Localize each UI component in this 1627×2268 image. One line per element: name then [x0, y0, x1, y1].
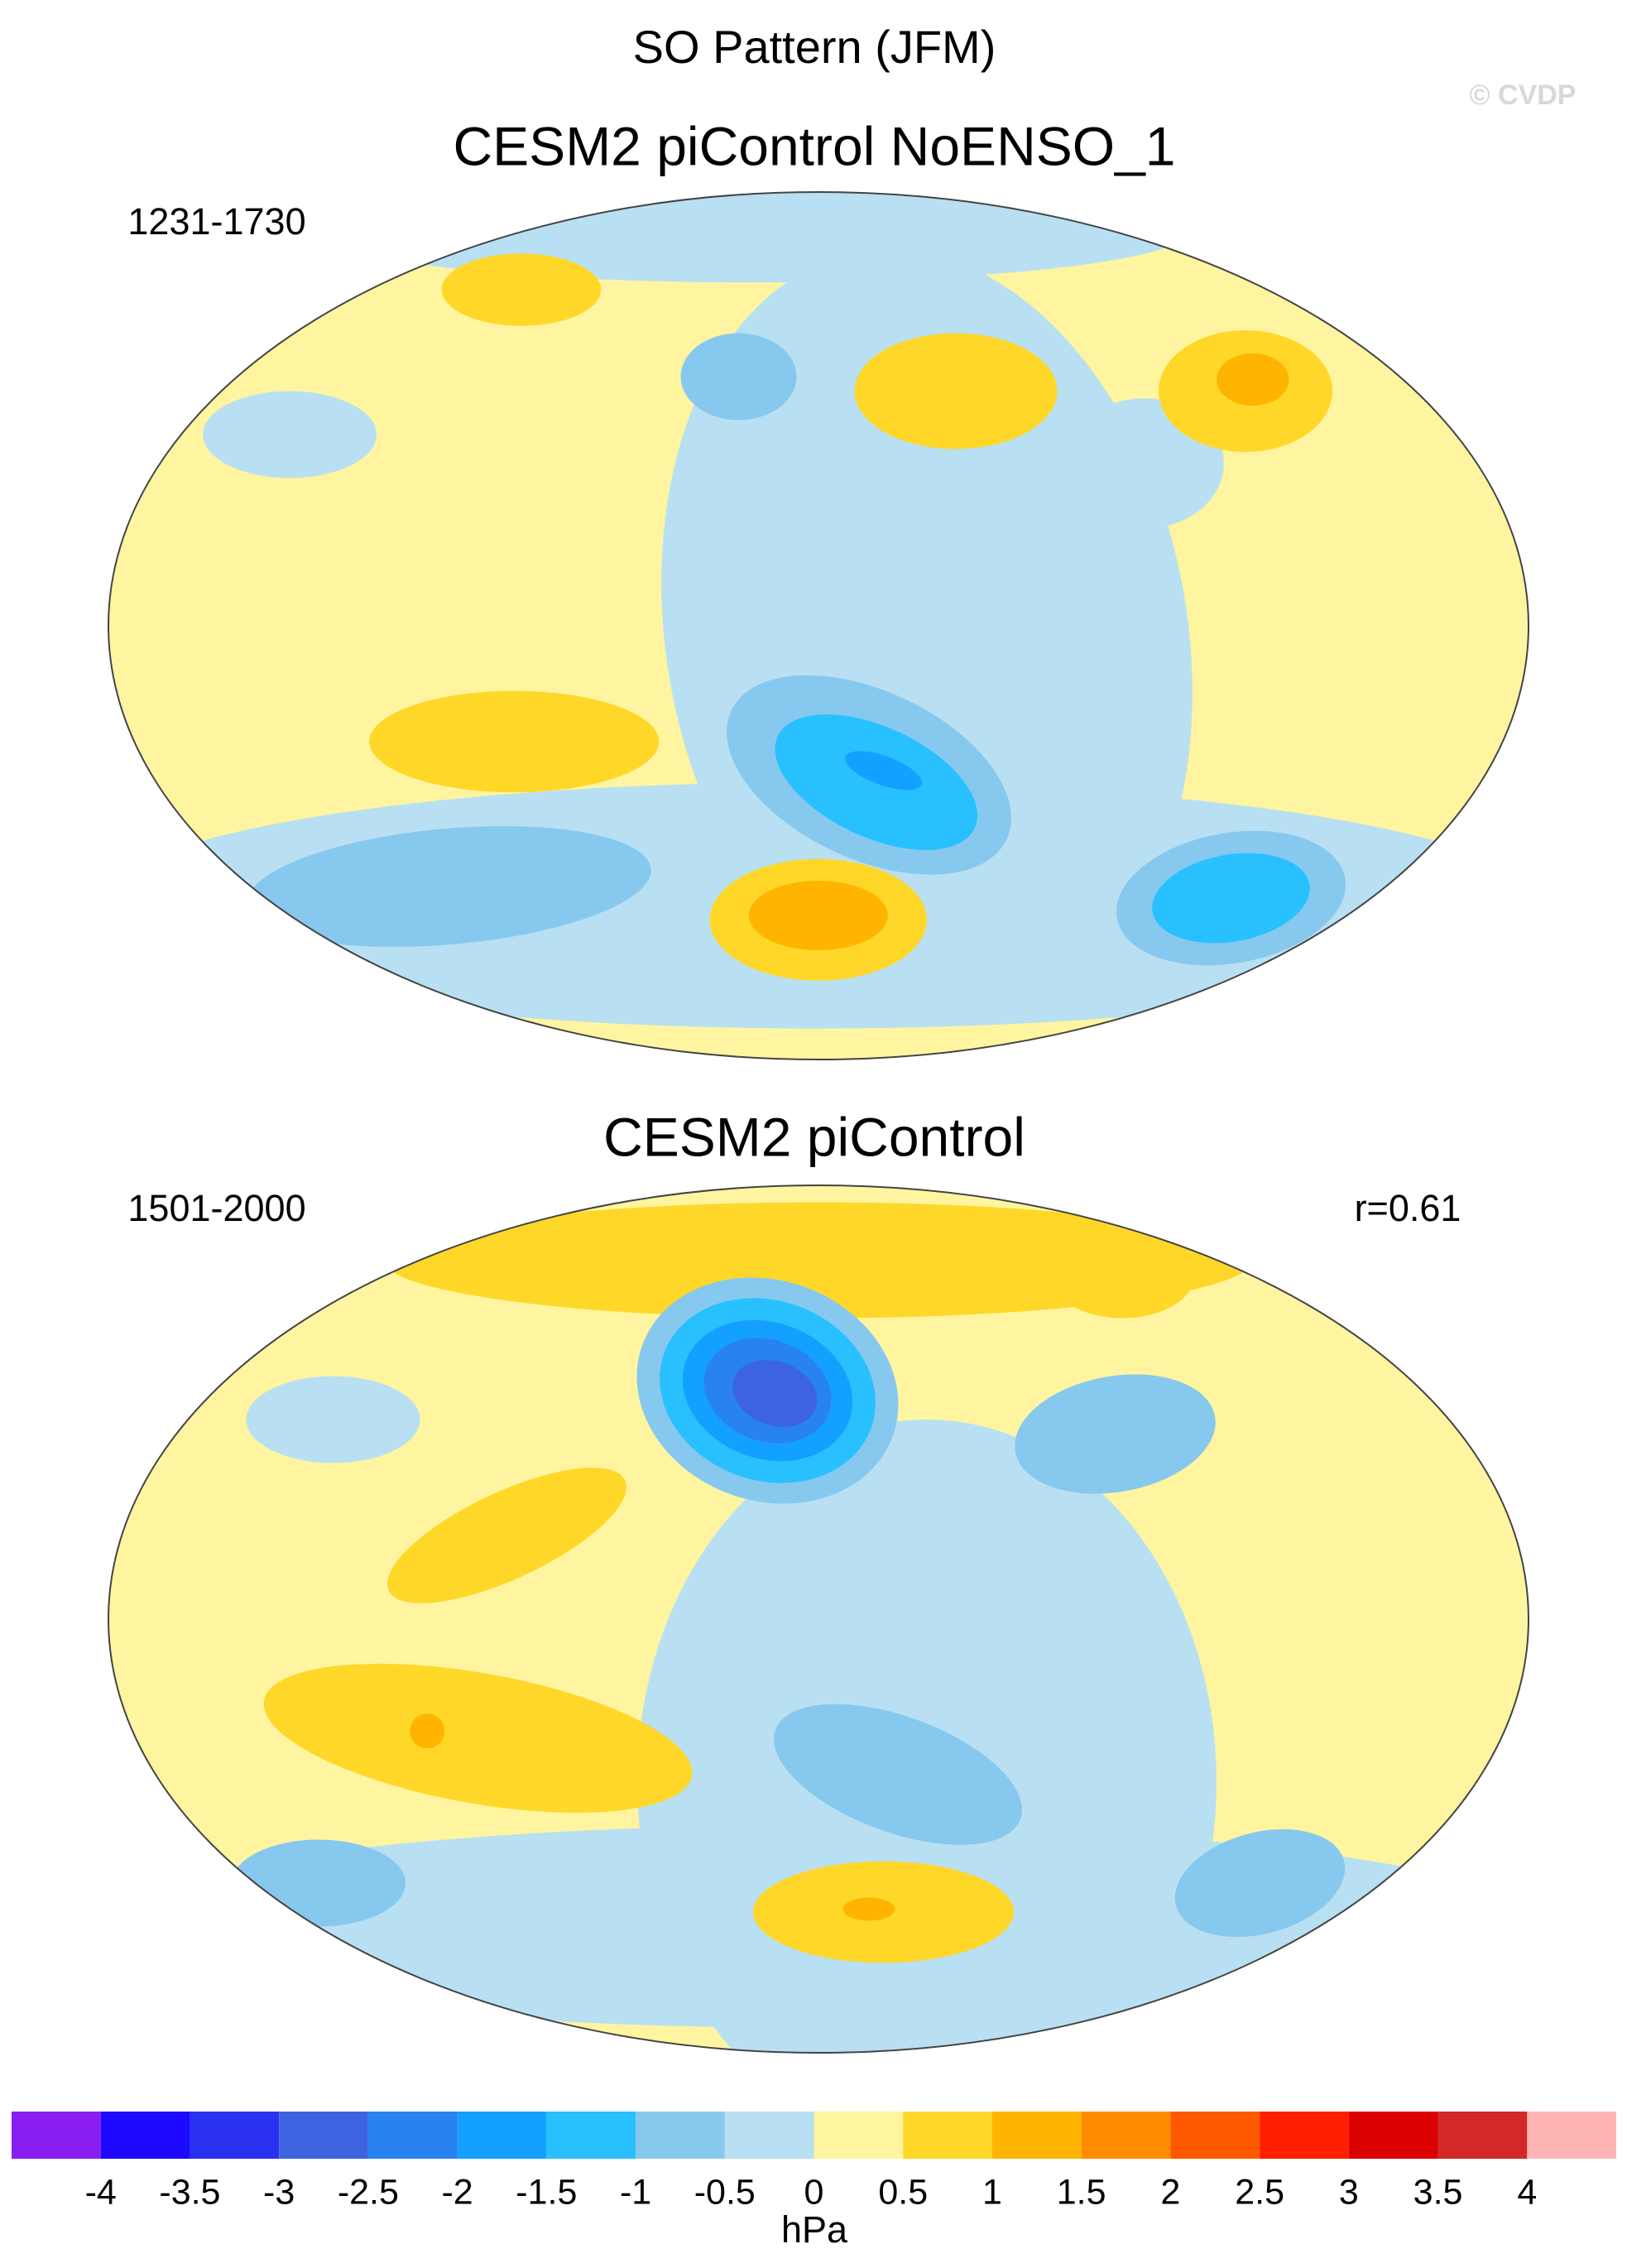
colorbar-tick-label: 2.5	[1235, 2172, 1284, 2212]
colorbar-tick-label: -2	[441, 2172, 473, 2212]
pattern-region	[383, 1202, 1253, 1319]
period: 1501-2000	[127, 1187, 305, 1229]
colorbar-tick-label: 0	[804, 2172, 824, 2212]
pattern-region	[1217, 353, 1289, 406]
colorbar-box	[1081, 2112, 1171, 2159]
panel-title: CESM2 piControl NoENSO_1	[453, 115, 1175, 176]
map	[108, 192, 1529, 1060]
colorbar-box	[903, 2112, 992, 2159]
colorbar-tick-label: 3	[1339, 2172, 1359, 2212]
pattern-region	[232, 1839, 406, 1927]
pattern-region	[203, 391, 377, 478]
colorbar-box	[1260, 2112, 1349, 2159]
credit: © CVDP	[1470, 79, 1577, 111]
pattern-region	[1049, 1231, 1195, 1319]
colorbar-tick-label: 1.5	[1057, 2172, 1106, 2212]
colorbar-tick-label: 4	[1517, 2172, 1537, 2212]
pattern-region	[369, 690, 660, 793]
pattern-region	[774, 1703, 1022, 1845]
colorbar-box	[724, 2112, 814, 2159]
colorbar-box	[1437, 2112, 1528, 2159]
pattern-region	[845, 751, 922, 790]
panel-title: CESM2 piControl	[603, 1106, 1025, 1167]
colorbar: -4 -3.5 -3 -2.5 -2 -1.5 -1 -0.5 0 0.5 1 1.5 2 2.5 3 3.5…	[12, 2112, 1616, 2212]
pattern-region	[319, 192, 1188, 283]
colorbar-label: hPa	[781, 2208, 848, 2251]
pattern-region	[842, 1897, 895, 1921]
colorbar-box	[279, 2112, 368, 2159]
colorbar-tick-label: 3.5	[1413, 2172, 1463, 2212]
colorbar-box	[546, 2112, 636, 2159]
pattern-region	[732, 1360, 818, 1427]
pattern-region	[263, 1664, 693, 1813]
colorbar-box	[1170, 2112, 1260, 2159]
pattern-region	[247, 826, 651, 947]
colorbar-box	[367, 2112, 458, 2159]
colorbar-tick-label: -0.5	[694, 2172, 756, 2212]
colorbar-box	[190, 2112, 280, 2159]
colorbar-box	[636, 2112, 725, 2159]
colorbar-tick-label: -1	[620, 2172, 651, 2212]
colorbar-box	[1527, 2112, 1616, 2159]
map	[108, 1185, 1529, 2053]
pattern-region	[1174, 1828, 1346, 1938]
colorbar-box	[457, 2112, 547, 2159]
colorbar-tick-label: -2.5	[338, 2172, 399, 2212]
pattern-region	[1015, 1374, 1216, 1494]
map-border	[108, 191, 1529, 1060]
colorbar-tick-label: -3	[263, 2172, 295, 2212]
figure-title: SO Pattern (JFM)	[633, 21, 996, 73]
pattern-region	[680, 333, 797, 420]
colorbar-box	[814, 2112, 904, 2159]
pattern-region	[1152, 853, 1310, 944]
pattern-region	[387, 1468, 626, 1603]
pattern-region	[854, 333, 1058, 449]
colorbar-tick-label: 1	[982, 2172, 1002, 2212]
colorbar-box	[100, 2112, 190, 2159]
colorbar-tick-label: -3.5	[159, 2172, 220, 2212]
colorbar-tick-label: -4	[85, 2172, 117, 2212]
pattern-region	[246, 1376, 420, 1463]
pattern-region	[748, 881, 888, 950]
map-border	[108, 1184, 1529, 2054]
colorbar-tick-label: 2	[1160, 2172, 1180, 2212]
pattern-region	[410, 1713, 445, 1749]
colorbar-box	[12, 2112, 101, 2159]
colorbar-tick-label: -1.5	[516, 2172, 577, 2212]
colorbar-box	[991, 2112, 1082, 2159]
correlation: r=0.61	[1355, 1187, 1461, 1229]
colorbar-box	[1348, 2112, 1438, 2159]
period: 1231-1730	[127, 200, 305, 243]
colorbar-tick-label: 0.5	[878, 2172, 928, 2212]
pattern-region	[441, 253, 602, 326]
